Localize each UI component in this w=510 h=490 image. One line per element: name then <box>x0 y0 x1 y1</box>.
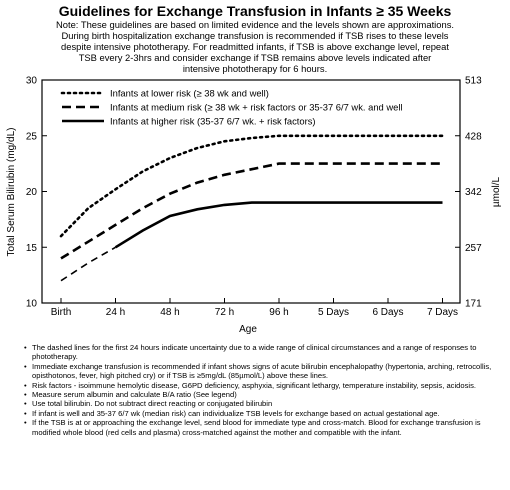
y-axis-ticks: 10 15 20 25 30 <box>26 76 47 310</box>
note-line: TSB every 2-3hrs and consider exchange i… <box>30 52 480 63</box>
x-axis-ticks: Birth 24 h 48 h 72 h 96 h 5 Days 6 Days 7 Days <box>51 298 458 318</box>
series-line-uncertain <box>61 247 116 280</box>
bullet-item: Measure serum albumin and calculate B/A … <box>24 390 494 399</box>
y-tick-label: 25 <box>26 131 38 142</box>
y-right-tick-label: 342 <box>465 187 482 198</box>
plot-frame <box>42 80 460 303</box>
exchange-transfusion-chart: 10 15 20 25 30 171 257 342 428 513 Birth 24 h 48 h… <box>0 70 510 338</box>
bullet-item: If the TSB is at or approaching the exch… <box>24 418 494 437</box>
series-lines <box>61 136 443 281</box>
bullet-item: If infant is well and 35-37 6/7 wk (medi… <box>24 409 494 418</box>
y-tick-label: 20 <box>26 187 38 198</box>
x-tick-label: 6 Days <box>372 307 403 318</box>
bullet-item: The dashed lines for the first 24 hours … <box>24 343 494 362</box>
y-tick-label: 15 <box>26 243 38 254</box>
bullet-item: Risk factors - isoimmune hemolytic disea… <box>24 381 494 390</box>
legend-label: Infants at medium risk (≥ 38 wk + risk f… <box>110 102 403 113</box>
legend-label: Infants at lower risk (≥ 38 wk and well) <box>110 88 269 99</box>
note-line: Note: These guidelines are based on limi… <box>30 19 480 30</box>
y-right-tick-label: 428 <box>465 131 482 142</box>
bullet-item: Immediate exchange transfusion is recomm… <box>24 362 494 381</box>
x-tick-label: 24 h <box>106 307 125 318</box>
y-axis-right-ticks: 171 257 342 428 513 <box>455 76 482 310</box>
page-title: Guidelines for Exchange Transfusion in I… <box>0 3 510 19</box>
note-line: despite intensive phototherapy. For read… <box>30 41 480 52</box>
y-right-tick-label: 171 <box>465 299 482 310</box>
series-line <box>116 203 443 248</box>
x-tick-label: 72 h <box>215 307 234 318</box>
legend-label: Infants at higher risk (35-37 6/7 wk. + … <box>110 116 316 127</box>
legend: Infants at lower risk (≥ 38 wk and well)… <box>62 88 403 127</box>
y-tick-label: 30 <box>26 76 38 87</box>
y-right-tick-label: 257 <box>465 243 482 254</box>
x-tick-label: 5 Days <box>318 307 349 318</box>
series-line <box>61 136 443 236</box>
guideline-note: Note: These guidelines are based on limi… <box>30 19 480 74</box>
x-tick-label: 48 h <box>160 307 179 318</box>
y-tick-label: 10 <box>26 299 38 310</box>
x-tick-label: 96 h <box>269 307 288 318</box>
y-axis-label: Total Serum Bilirubin (mg/dL) <box>6 128 17 257</box>
bullet-item: Use total bilirubin. Do not subtract dir… <box>24 399 494 408</box>
y-right-tick-label: 513 <box>465 76 482 87</box>
note-line: During birth hospitalization exchange tr… <box>30 30 480 41</box>
x-tick-label: Birth <box>51 307 72 318</box>
x-axis-label: Age <box>239 324 257 335</box>
guideline-bullets: The dashed lines for the first 24 hours … <box>24 343 494 437</box>
x-tick-label: 7 Days <box>427 307 458 318</box>
y-axis-right-label: µmol/L <box>491 176 502 207</box>
